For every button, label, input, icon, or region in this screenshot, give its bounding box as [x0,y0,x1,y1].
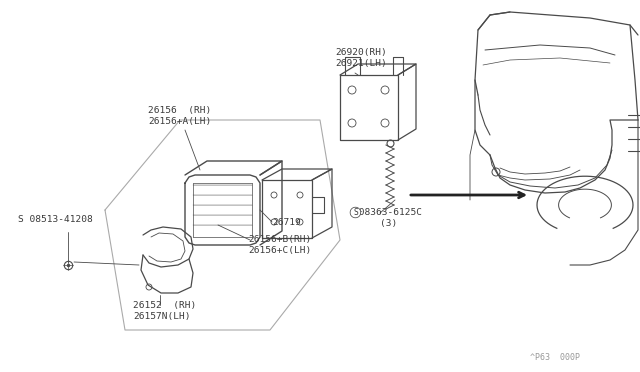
Text: 26152  (RH): 26152 (RH) [133,301,196,310]
Text: 26157N(LH): 26157N(LH) [133,312,191,321]
Text: 26156+C(LH): 26156+C(LH) [248,246,311,255]
Text: 26156  (RH): 26156 (RH) [148,106,211,115]
Text: 26920(RH): 26920(RH) [335,48,387,57]
Text: S: S [353,208,358,217]
Text: S 08513-41208: S 08513-41208 [18,215,93,224]
Text: 26921(LH): 26921(LH) [335,59,387,68]
Text: ®08363-6125C: ®08363-6125C [353,208,422,217]
Text: 26719: 26719 [272,218,301,227]
Text: (3): (3) [380,219,397,228]
Text: ^P63  000P: ^P63 000P [530,353,580,362]
Text: 26156+A(LH): 26156+A(LH) [148,117,211,126]
Text: 26156+B(RH): 26156+B(RH) [248,235,311,244]
